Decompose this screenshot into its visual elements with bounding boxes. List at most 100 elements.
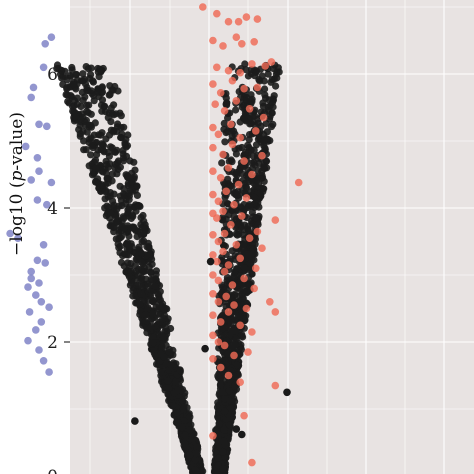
background-point — [91, 119, 99, 127]
background-point — [244, 227, 253, 235]
background-point — [173, 409, 181, 417]
background-point — [79, 96, 87, 104]
background-point — [109, 223, 117, 232]
up-regulated-point — [213, 214, 221, 222]
background-point — [58, 74, 66, 82]
up-regulated-point — [220, 267, 229, 276]
background-point — [87, 71, 95, 79]
background-point — [246, 120, 254, 128]
up-regulated-point — [240, 411, 248, 420]
y-axis-title-suffix: -value) — [7, 112, 27, 171]
background-point — [248, 208, 256, 216]
background-point — [268, 98, 277, 106]
background-point — [108, 170, 116, 178]
background-point — [87, 151, 95, 159]
background-point — [136, 310, 144, 319]
down-regulated-point — [27, 176, 35, 184]
up-regulated-point — [238, 40, 246, 48]
background-point — [251, 235, 259, 243]
background-point — [170, 389, 178, 397]
up-regulated-point — [209, 231, 217, 239]
background-point — [220, 437, 228, 445]
background-point — [219, 448, 227, 456]
background-point — [224, 350, 232, 358]
background-point — [238, 331, 246, 339]
down-regulated-point — [33, 256, 42, 265]
up-regulated-point — [236, 254, 244, 263]
background-point — [258, 168, 266, 176]
background-point — [250, 146, 258, 154]
down-regulated-point — [35, 279, 43, 287]
up-regulated-point — [227, 221, 235, 229]
background-point — [58, 66, 66, 75]
background-point — [120, 214, 128, 222]
background-point — [212, 468, 220, 474]
background-point — [83, 101, 91, 110]
background-point — [241, 148, 250, 156]
background-point — [228, 206, 236, 215]
background-point — [120, 224, 128, 232]
background-point — [272, 82, 280, 90]
background-point — [242, 97, 250, 105]
y-tick-label: 2 — [47, 333, 58, 353]
background-point — [235, 144, 243, 152]
down-regulated-point — [43, 200, 51, 209]
down-regulated-point — [6, 229, 14, 238]
down-regulated-point — [14, 234, 22, 242]
down-regulated-point — [24, 336, 32, 345]
background-point — [100, 103, 108, 111]
up-regulated-point — [213, 257, 221, 266]
background-point — [92, 164, 100, 172]
down-regulated-point — [43, 122, 51, 131]
background-point — [133, 191, 141, 199]
background-point — [176, 367, 184, 375]
background-point — [78, 110, 86, 118]
up-regulated-point — [236, 378, 244, 387]
background-point — [137, 258, 146, 266]
up-regulated-point — [214, 197, 223, 206]
background-point — [238, 280, 246, 288]
background-point — [232, 106, 240, 114]
background-point — [148, 255, 156, 263]
y-tick-label: 0 — [47, 467, 58, 474]
non-significant-outlier-point — [283, 388, 291, 397]
down-regulated-point — [41, 259, 49, 267]
background-point — [114, 87, 122, 95]
up-regulated-point — [224, 17, 233, 26]
background-point — [162, 324, 170, 332]
background-point — [165, 348, 173, 356]
background-point — [132, 207, 140, 215]
up-regulated-point — [214, 298, 223, 306]
background-point — [252, 182, 260, 190]
up-regulated-point — [240, 274, 248, 283]
background-point — [267, 123, 276, 131]
down-regulated-point — [35, 167, 43, 175]
background-point — [258, 72, 266, 80]
background-point — [227, 182, 235, 190]
background-point — [76, 130, 84, 138]
up-regulated-point — [236, 321, 244, 330]
up-regulated-point — [209, 143, 217, 152]
up-regulated-point — [209, 331, 217, 340]
non-significant-outlier-point — [131, 417, 139, 425]
background-point — [226, 421, 234, 430]
background-point — [84, 65, 92, 73]
background-point — [242, 66, 250, 74]
background-point — [191, 466, 199, 474]
up-regulated-point — [253, 227, 262, 236]
background-point — [262, 157, 270, 165]
background-point — [157, 350, 165, 358]
background-point — [191, 456, 199, 464]
background-point — [186, 451, 194, 459]
background-point — [117, 233, 126, 241]
background-point — [273, 74, 281, 82]
background-point — [106, 143, 115, 151]
background-point — [246, 259, 254, 267]
background-point — [110, 101, 118, 109]
background-point — [174, 419, 182, 427]
up-regulated-point — [224, 66, 233, 75]
background-point — [167, 361, 175, 369]
background-point — [222, 215, 230, 223]
up-regulated-point — [271, 381, 280, 390]
background-point — [218, 388, 226, 396]
